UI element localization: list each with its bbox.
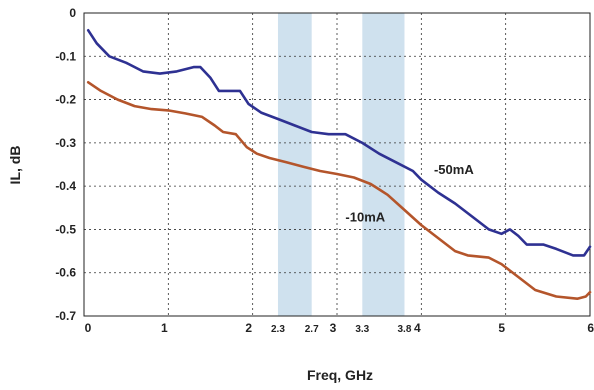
series-annotation: -50mA [434,162,474,177]
x-tick-label: 0 [85,321,92,335]
series-annotation: -10mA [345,209,385,224]
y-tick-label: -0.5 [55,222,76,236]
grid-lines [84,13,590,316]
y-axis-title: IL, dB [7,146,23,185]
data-series [86,29,592,300]
series-line-minus-10ma [86,81,592,300]
x-band-edge-label: 3.8 [398,324,412,335]
x-tick-label: 6 [587,321,594,335]
x-band-edge-label: 2.3 [271,324,285,335]
x-tick-label: 3 [330,321,337,335]
y-tick-label: -0.4 [55,179,76,193]
x-band-edge-label: 2.7 [305,324,319,335]
y-tick-label: -0.7 [55,309,76,323]
x-tick-label: 5 [498,321,505,335]
x-tick-label: 4 [414,321,421,335]
y-tick-label: -0.3 [55,136,76,150]
y-tick-label: -0.2 [55,93,76,107]
x-tick-label: 2 [245,321,252,335]
x-band-edge-label: 3.3 [355,324,369,335]
y-tick-label: -0.6 [55,266,76,280]
x-tick-label: 1 [161,321,168,335]
y-tick-labels: 0 -0.1 -0.2 -0.3 -0.4 -0.5 -0.6 -0.7 [55,6,76,323]
x-tick-labels: 0 1 2 3 4 5 6 2.3 2.7 3.3 3.8 [85,321,594,335]
plot-frame [83,12,591,317]
series-line-minus-50ma [86,29,592,257]
y-tick-label: -0.1 [55,49,76,63]
y-tick-label: 0 [69,6,76,20]
plot-border [83,12,591,317]
x-axis-title: Freq, GHz [307,367,373,383]
series-annotations: -50mA -10mA [345,162,474,225]
